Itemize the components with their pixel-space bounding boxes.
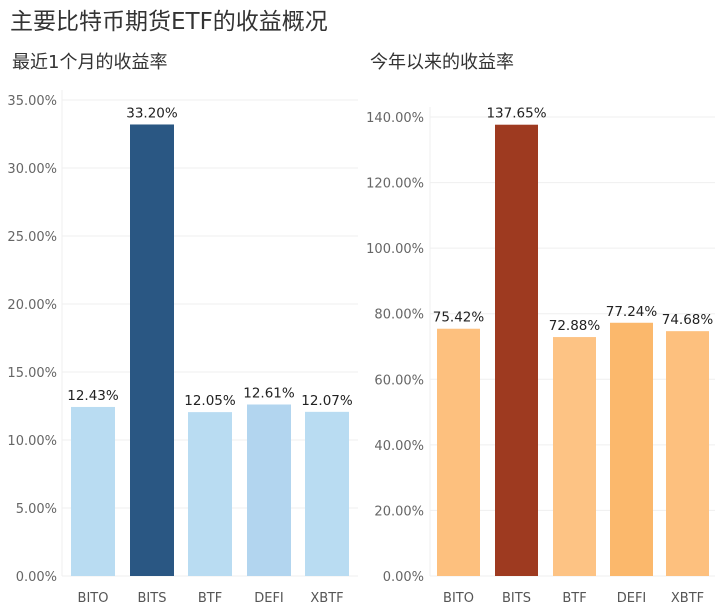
chart-1-bar-btf: [188, 412, 232, 576]
chart-2-category-label: XBTF: [671, 591, 704, 606]
chart-2-ytick-label: 20.00%: [374, 504, 424, 519]
chart-2-ytick-label: 80.00%: [374, 308, 424, 323]
chart-1-category-label: BITO: [78, 591, 109, 606]
chart-1-ytick-label: 35.00%: [7, 94, 57, 109]
figure-title: 主要比特币期货ETF的收益概况: [10, 9, 328, 35]
chart-2-ytick-label: 60.00%: [374, 373, 424, 388]
chart-2-bar-bits: [495, 124, 538, 576]
chart-2-ytick-label: 100.00%: [366, 242, 424, 257]
chart-1-title: 最近1个月的收益率: [12, 52, 168, 73]
chart-2-category-label: DEFI: [617, 591, 647, 606]
chart-1-ytick-label: 0.00%: [16, 570, 57, 585]
chart-1-bar-defi: [247, 404, 291, 576]
chart-1-value-label: 12.43%: [67, 388, 119, 404]
chart-1-bar-bito: [71, 406, 115, 576]
chart-2-bar-xbtf: [666, 331, 709, 576]
chart-2-ytick-label: 120.00%: [366, 177, 424, 192]
chart-1-value-label: 12.61%: [243, 386, 295, 402]
chart-1-category-label: BITS: [138, 591, 167, 606]
chart-2-value-label: 72.88%: [549, 318, 601, 334]
chart-2-title: 今年以来的收益率: [370, 52, 514, 73]
chart-1-ytick-label: 25.00%: [7, 230, 57, 245]
chart-1-bar-xbtf: [305, 411, 349, 576]
chart-1-ytick-label: 10.00%: [7, 434, 57, 449]
chart-2-bar-defi: [610, 322, 653, 576]
chart-1-value-label: 12.05%: [184, 393, 236, 409]
chart-2-value-label: 137.65%: [486, 106, 546, 122]
chart-2-category-label: BITS: [502, 591, 531, 606]
chart-1-ytick-label: 30.00%: [7, 162, 57, 177]
chart-2-ytick-label: 40.00%: [374, 439, 424, 454]
chart-2-category-label: BITO: [443, 591, 474, 606]
chart-1-ytick-label: 20.00%: [7, 298, 57, 313]
chart-1-category-label: DEFI: [254, 591, 284, 606]
chart-1-category-label: XBTF: [310, 591, 343, 606]
chart-2-category-label: BTF: [562, 591, 586, 606]
chart-1-value-label: 33.20%: [126, 105, 178, 121]
chart-2-value-label: 75.42%: [433, 310, 485, 326]
chart-2-value-label: 74.68%: [662, 312, 714, 328]
chart-2-value-label: 77.24%: [606, 304, 658, 320]
chart-2-ytick-label: 0.00%: [383, 570, 424, 585]
chart-1-value-label: 12.07%: [301, 393, 353, 409]
chart-1-ytick-label: 15.00%: [7, 366, 57, 381]
chart-1-bar-bits: [130, 124, 174, 576]
chart-2-ytick-label: 140.00%: [366, 111, 424, 126]
chart-1-ytick-label: 5.00%: [16, 502, 57, 517]
chart-1-category-label: BTF: [198, 591, 222, 606]
chart-2-bar-bito: [437, 328, 480, 576]
chart-2-bar-btf: [553, 337, 596, 576]
